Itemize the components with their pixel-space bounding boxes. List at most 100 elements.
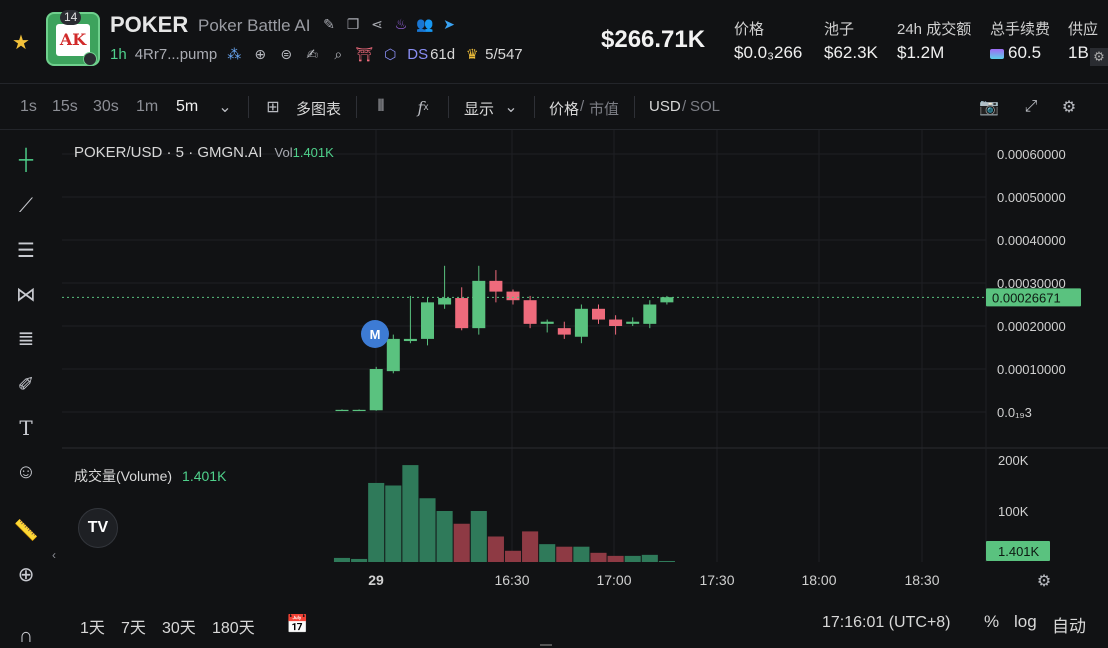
settings-gear-icon[interactable]: ⚙ — [1090, 48, 1108, 66]
group-icon[interactable]: 👥 — [416, 15, 434, 32]
chart-symbol: POKER/USD · 5 · GMGN.AI — [74, 144, 263, 161]
range-7d[interactable]: 7天 — [121, 620, 146, 637]
date-range-icon[interactable]: 📅 — [286, 614, 309, 634]
volume-bar — [385, 485, 402, 562]
text-tool-icon[interactable]: T — [19, 416, 33, 440]
volume-bar — [624, 555, 641, 562]
edit-icon[interactable]: ✎ — [323, 15, 335, 32]
timeframe-1m[interactable]: 1m — [136, 98, 159, 115]
twitter-icon[interactable]: ⊜ — [280, 45, 293, 62]
logo-badge: 14 — [60, 10, 82, 25]
timeframe-5m[interactable]: 5m — [176, 98, 199, 115]
price-chart[interactable]: 0.00060000 0.00050000 0.00040000 0.00030000… — [62, 130, 1108, 600]
edit-post-icon[interactable]: ✍ — [306, 45, 319, 62]
dex-icon[interactable]: ⬡ — [384, 45, 397, 62]
stat-label: 池子 — [824, 21, 855, 38]
usd-toggle[interactable]: USD — [649, 98, 681, 115]
send-icon[interactable]: ➤ — [443, 15, 455, 32]
candle-body — [609, 319, 623, 326]
display-dropdown-icon[interactable]: ⌄ — [504, 99, 518, 116]
mcap-toggle[interactable]: 市值 — [589, 101, 620, 118]
fib-levels-icon[interactable]: ≣ — [17, 327, 35, 350]
price-toggle[interactable]: 价格 — [549, 101, 580, 118]
timeframe-dropdown-icon[interactable]: ⌄ — [218, 99, 232, 116]
multi-chart-button[interactable]: 多图表 — [296, 101, 342, 118]
candle-body — [438, 298, 452, 305]
price-axis-label: 0.00020000 — [997, 319, 1066, 334]
candle-body — [643, 304, 657, 324]
log-toggle[interactable]: log — [1014, 612, 1037, 631]
search-icon[interactable]: ⌕ — [334, 45, 343, 62]
current-price-tag — [986, 288, 1081, 307]
top-holders[interactable]: 5/547 — [485, 45, 523, 63]
stat-value-wrap: 60.5 — [990, 43, 1050, 63]
globe-icon[interactable]: ⊕ — [254, 45, 267, 62]
toolbar-divider — [634, 96, 635, 118]
drawing-toolbar: ┼ ⟋ ☰ ⋈ ≣ ✐ T ☺ 📏 ⊕ ∩ — [0, 130, 52, 648]
timeframe-1s[interactable]: 1s — [20, 98, 37, 115]
candle-body — [335, 409, 349, 412]
range-30d[interactable]: 30天 — [162, 620, 196, 637]
stat-value: $1.2M — [897, 43, 945, 62]
stat-value: 1B — [1068, 43, 1089, 62]
edit-pin-icon[interactable] — [83, 52, 97, 66]
ds-value: 61d — [430, 45, 456, 63]
brush-icon[interactable]: ✐ — [17, 373, 35, 396]
tradingview-logo[interactable]: TV — [78, 508, 118, 548]
candle-body — [660, 297, 674, 303]
resize-handle[interactable] — [540, 644, 552, 646]
stat-value: $0.0₃266 — [734, 43, 803, 62]
volume-bar — [470, 511, 487, 562]
share-icon[interactable]: ⋖ — [371, 15, 383, 32]
volume-legend: 成交量(Volume) 1.401K — [74, 466, 226, 486]
trendline-icon[interactable]: ⟋ — [19, 194, 33, 217]
current-volume-tag — [986, 541, 1050, 561]
clock[interactable]: 17:16:01 (UTC+8) — [822, 614, 951, 631]
range-180d[interactable]: 180天 — [212, 620, 255, 637]
range-1d[interactable]: 1天 — [80, 620, 105, 637]
token-address[interactable]: 4Rr7...pump — [134, 45, 218, 63]
ruler-icon[interactable]: 📏 — [13, 519, 39, 542]
stat-price: 价格 $0.0₃266 — [734, 18, 802, 63]
stat-supply: 供应 1B — [1068, 18, 1108, 63]
percent-toggle[interactable]: % — [984, 612, 1000, 631]
stat-label: 总手续费 — [990, 21, 1051, 38]
crosshair-icon[interactable]: ┼ — [18, 148, 34, 171]
timeframe-15s[interactable]: 15s — [52, 98, 78, 115]
zoom-in-icon[interactable]: ⊕ — [17, 563, 35, 586]
candle-body — [506, 291, 520, 301]
sol-toggle[interactable]: SOL — [690, 98, 721, 115]
display-button[interactable]: 显示 — [464, 101, 495, 118]
auto-toggle[interactable]: 自动 — [1052, 617, 1086, 636]
fee-icon — [990, 48, 1004, 59]
axis-settings-icon[interactable]: ⚙ — [1037, 571, 1051, 590]
collapse-toolbar-icon[interactable]: ‹ — [52, 548, 56, 562]
candle-body — [540, 321, 554, 324]
time-axis-label: 16:30 — [494, 572, 529, 588]
stat-24h-volume: 24h 成交额 $1.2M — [897, 18, 971, 63]
fullscreen-icon[interactable]: ⤢ — [1024, 98, 1038, 115]
fire-icon[interactable]: ♨ — [394, 15, 408, 32]
timeframe-30s[interactable]: 30s — [93, 98, 119, 115]
add-chart-icon[interactable]: ⊞ — [266, 99, 280, 116]
token-logo-text: AK — [56, 24, 90, 56]
candle-type-icon[interactable]: ⫴ — [377, 98, 385, 115]
volume-bar — [641, 554, 658, 562]
vol-value: 1.401K — [292, 145, 334, 160]
pattern-icon[interactable]: ⋈ — [16, 283, 36, 306]
volume-axis-label: 200K — [998, 453, 1029, 468]
magnet-icon[interactable]: ∩ — [18, 624, 34, 647]
market-icon[interactable]: ⛩ — [355, 45, 374, 62]
favorite-star-icon[interactable]: ★ — [12, 32, 30, 54]
horizontal-lines-icon[interactable]: ☰ — [17, 239, 35, 262]
vol-legend: Vol1.401K — [275, 145, 334, 160]
camera-icon[interactable]: 📷 — [979, 99, 999, 116]
stat-pool: 池子 $62.3K — [824, 18, 878, 63]
holders-icon[interactable]: ⁂ — [227, 45, 242, 62]
emoji-icon[interactable]: ☺ — [15, 460, 37, 483]
chart-settings-icon[interactable]: ⚙ — [1061, 99, 1077, 116]
stat-value: 60.5 — [1008, 43, 1042, 62]
copy-icon[interactable]: ❐ — [346, 15, 360, 32]
